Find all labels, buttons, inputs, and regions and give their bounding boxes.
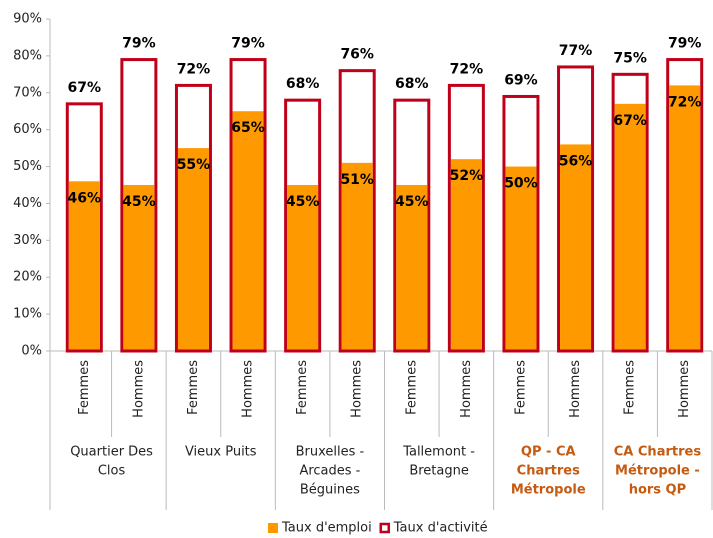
group-label: QP - CA xyxy=(521,445,576,460)
employment-label: 67% xyxy=(613,113,647,129)
x-tick-label: Hommes xyxy=(241,360,256,418)
y-tick-label: 30% xyxy=(13,233,42,248)
activity-label: 72% xyxy=(177,61,211,77)
employment-label: 56% xyxy=(559,153,593,169)
activity-label: 68% xyxy=(286,76,320,92)
group-label: Arcades - xyxy=(299,464,360,479)
employment-label: 72% xyxy=(668,94,702,110)
x-tick-label: Femmes xyxy=(186,360,201,415)
x-tick-label: Femmes xyxy=(513,360,528,415)
group-label: Bruxelles - xyxy=(296,445,365,460)
y-tick-label: 50% xyxy=(13,159,42,174)
legend-label: Taux d'emploi xyxy=(281,521,372,536)
group-label: hors QP xyxy=(629,483,686,498)
group-label: Métropole - xyxy=(615,464,700,479)
employment-label: 45% xyxy=(395,194,429,210)
employment-bar xyxy=(68,181,100,350)
group-label: Chartres xyxy=(517,464,580,479)
group-label: Métropole xyxy=(511,483,586,498)
x-tick-label: Hommes xyxy=(568,360,583,418)
activity-label: 79% xyxy=(122,36,156,52)
x-tick-label: Hommes xyxy=(350,360,365,418)
employment-bar xyxy=(614,103,646,350)
employment-bar xyxy=(177,148,209,350)
group-label: Tallemont - xyxy=(402,445,475,460)
group-label: Vieux Puits xyxy=(185,445,257,460)
employment-label: 50% xyxy=(504,176,538,192)
employment-bar xyxy=(396,185,428,350)
activity-label: 67% xyxy=(68,80,102,96)
x-tick-label: Femmes xyxy=(623,360,638,415)
employment-bar xyxy=(287,185,319,350)
activity-label: 72% xyxy=(450,61,484,77)
y-tick-label: 20% xyxy=(13,270,42,285)
activity-label: 77% xyxy=(559,43,593,59)
employment-label: 52% xyxy=(450,168,484,184)
activity-label: 76% xyxy=(340,47,374,63)
y-tick-label: 70% xyxy=(13,85,42,100)
group-label: Béguines xyxy=(300,483,360,498)
employment-bar xyxy=(560,144,592,350)
activity-label: 79% xyxy=(231,36,265,52)
group-label: CA Chartres xyxy=(614,445,702,460)
employment-label: 46% xyxy=(68,190,102,206)
x-tick-label: Femmes xyxy=(404,360,419,415)
y-tick-label: 0% xyxy=(21,344,42,359)
activity-label: 68% xyxy=(395,76,429,92)
legend-label: Taux d'activité xyxy=(393,521,488,536)
employment-label: 45% xyxy=(122,194,156,210)
x-tick-label: Femmes xyxy=(295,360,310,415)
group-label: Bretagne xyxy=(409,464,469,479)
employment-bar xyxy=(123,185,155,350)
y-tick-label: 60% xyxy=(13,122,42,137)
group-label: Clos xyxy=(98,464,126,479)
y-tick-label: 40% xyxy=(13,196,42,211)
activity-label: 79% xyxy=(668,36,702,52)
group-label: Quartier Des xyxy=(70,445,153,460)
employment-label: 45% xyxy=(286,194,320,210)
y-tick-label: 90% xyxy=(13,12,42,27)
x-tick-label: Hommes xyxy=(459,360,474,418)
x-tick-label: Femmes xyxy=(77,360,92,415)
y-tick-label: 80% xyxy=(13,48,42,63)
employment-bar xyxy=(505,166,537,350)
employment-label: 51% xyxy=(340,172,374,188)
activity-label: 69% xyxy=(504,72,538,88)
employment-label: 65% xyxy=(231,120,265,136)
y-tick-label: 10% xyxy=(13,307,42,322)
legend-swatch xyxy=(379,522,390,534)
employment-bar xyxy=(232,111,264,350)
employment-label: 55% xyxy=(177,157,211,173)
activity-label: 75% xyxy=(613,50,647,66)
employment-bar xyxy=(669,85,701,350)
employment-bar xyxy=(450,159,482,350)
legend-swatch xyxy=(268,523,278,533)
employment-bar xyxy=(341,162,373,350)
x-tick-label: Hommes xyxy=(131,360,146,418)
x-tick-label: Hommes xyxy=(677,360,692,418)
